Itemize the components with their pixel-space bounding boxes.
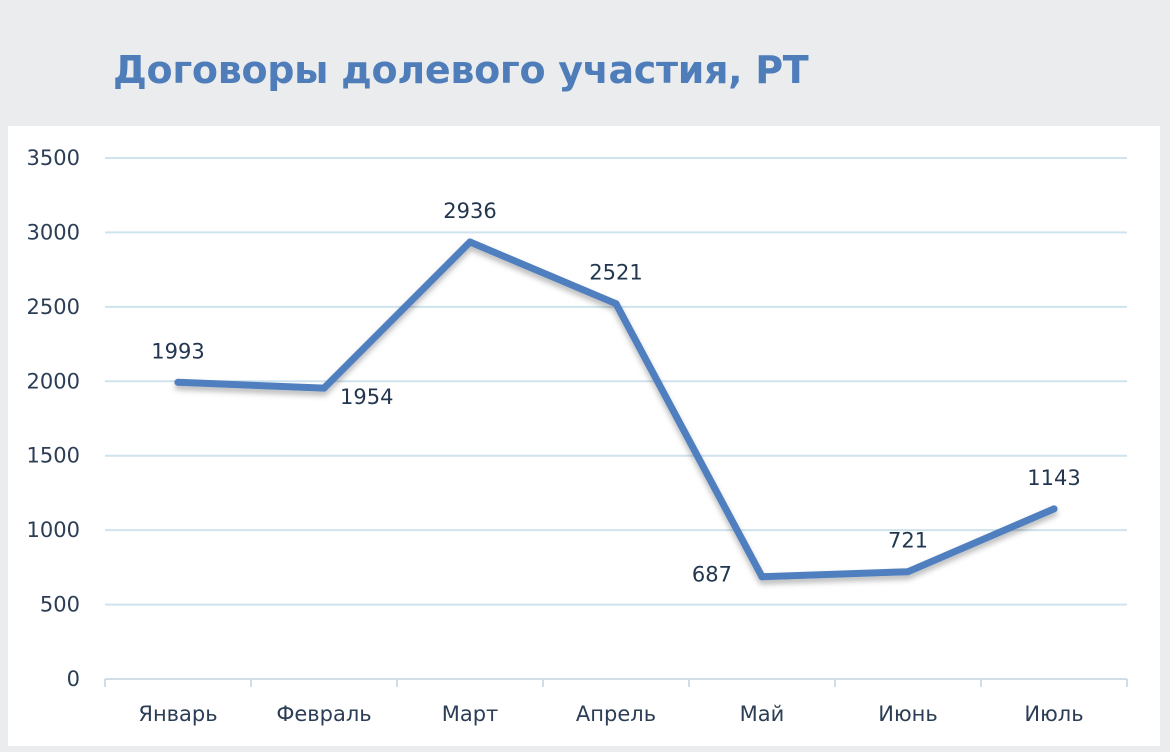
data-point	[466, 238, 474, 246]
data-point	[904, 568, 912, 576]
chart-title: Договоры долевого участия, РТ	[113, 48, 809, 92]
x-tick-label: Июнь	[878, 702, 938, 726]
data-point	[758, 573, 766, 581]
x-tick-label: Март	[442, 702, 499, 726]
data-label: 1954	[340, 385, 393, 409]
grid-lines	[105, 157, 1127, 606]
data-point	[174, 378, 182, 386]
series-line	[174, 238, 1058, 581]
y-tick-label: 3500	[27, 146, 80, 170]
x-tick-label: Июль	[1024, 702, 1083, 726]
data-point	[612, 300, 620, 308]
data-label: 2521	[589, 261, 642, 285]
x-tick-label: Апрель	[576, 702, 656, 726]
y-tick-label: 500	[40, 593, 80, 617]
data-label: 1993	[151, 339, 204, 363]
y-tick-label: 1000	[27, 518, 80, 542]
y-tick-label: 2000	[27, 369, 80, 393]
y-tick-label: 3000	[27, 220, 80, 244]
data-label: 721	[888, 529, 928, 553]
x-tick-label: Май	[740, 702, 785, 726]
x-tick-label: Январь	[138, 702, 217, 726]
data-label: 1143	[1027, 466, 1080, 490]
y-tick-label: 2500	[27, 295, 80, 319]
chart-panel	[8, 126, 1160, 746]
x-tick-label: Февраль	[276, 702, 371, 726]
data-label: 687	[692, 563, 732, 587]
data-labels: 1993 1954 2936 2521 687 721 1143	[151, 199, 1080, 587]
data-point	[320, 384, 328, 392]
series-line-layer	[174, 238, 1058, 581]
axes: 0 500 1000 1500 2000 2500 3000 3500 Январь Феврал…	[27, 146, 1128, 726]
y-tick-label: 1500	[27, 444, 80, 468]
y-tick-label: 0	[67, 667, 80, 691]
data-point	[1050, 505, 1058, 513]
data-label: 2936	[443, 199, 496, 223]
